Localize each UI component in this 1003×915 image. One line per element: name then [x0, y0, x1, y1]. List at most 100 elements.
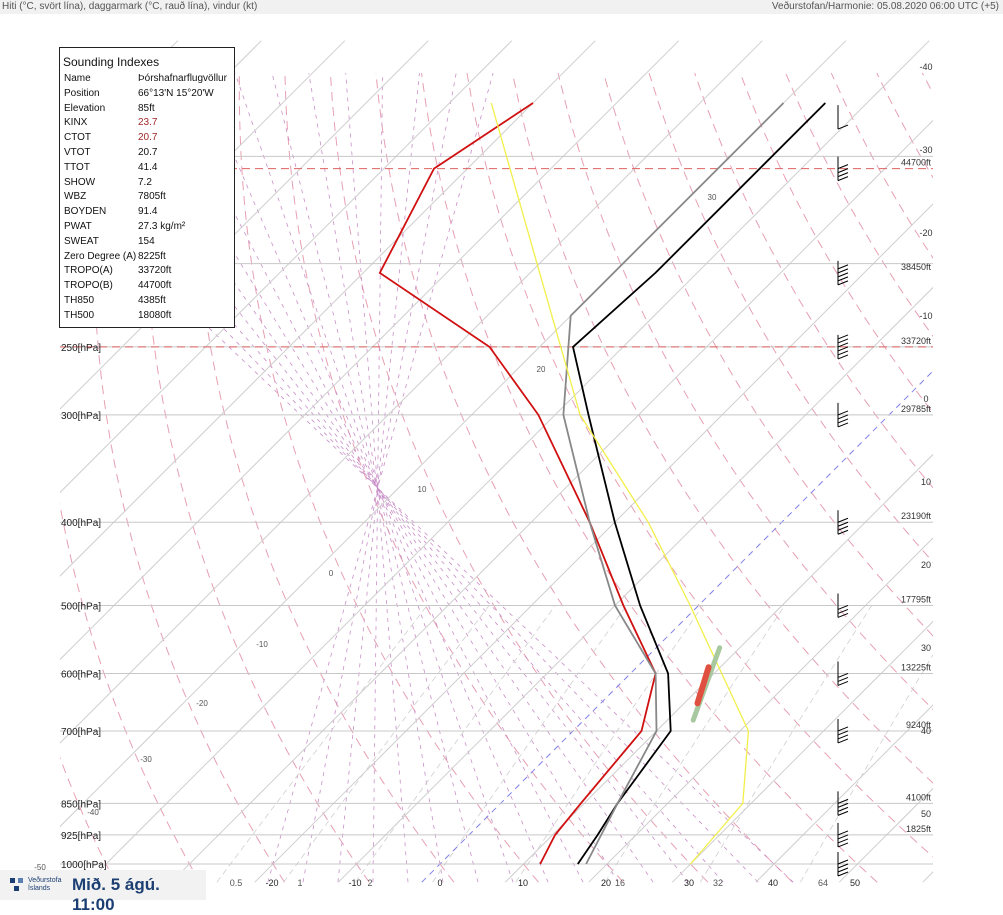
- barb-flag: [838, 835, 848, 839]
- moist-adiabat: [373, 73, 383, 882]
- mixing-ratio-label: 16: [615, 878, 625, 888]
- index-key: TH850: [64, 295, 94, 306]
- index-row: Zero Degree (A)8225ft: [64, 251, 234, 265]
- barb-flag: [838, 343, 848, 347]
- isotherm: [756, 41, 1003, 883]
- barb-flag: [838, 831, 848, 835]
- height-label: 13225ft: [901, 662, 932, 672]
- index-row: Name Þórshafnarflugvöllur: [64, 73, 234, 87]
- barb-flag: [838, 335, 848, 339]
- x-tick-label: -20: [265, 878, 278, 888]
- index-key: TROPO(B): [64, 280, 113, 291]
- right-axis-label: 0: [923, 394, 928, 404]
- height-label: 29785ft: [901, 404, 932, 414]
- barb-flag: [838, 355, 848, 359]
- index-key: KINX: [64, 117, 87, 128]
- wind-barb: [838, 261, 848, 285]
- index-key: SHOW: [64, 177, 95, 188]
- right-axis-label: 20: [921, 560, 931, 570]
- dry-adiabat: [740, 73, 1003, 882]
- barb-flag: [838, 339, 848, 343]
- barb-flag: [838, 522, 848, 526]
- isotherm: [589, 41, 1003, 883]
- barb-flag: [838, 803, 848, 807]
- index-value: 4385ft: [138, 295, 166, 306]
- height-label: 23190ft: [901, 511, 932, 521]
- index-value: 66°13'N 15°20'W: [138, 88, 214, 99]
- barb-flag: [838, 423, 848, 427]
- x-tick-label: 40: [768, 878, 778, 888]
- moist-adiabat: [171, 73, 618, 882]
- index-value: 20.7: [138, 147, 157, 158]
- pressure-label: 400[hPa]: [61, 518, 101, 529]
- barb-flag: [838, 673, 848, 677]
- index-key: SWEAT: [64, 236, 99, 247]
- index-value: 85ft: [138, 103, 155, 114]
- index-value: Þórshafnarflugvöllur: [138, 73, 227, 84]
- barb-flag: [838, 677, 848, 681]
- footer-bar: Veðurstofa Íslands Mið. 5 ágú. 11:00: [0, 870, 206, 900]
- right-axis-label: -10: [919, 311, 932, 321]
- barb-flag: [838, 868, 848, 872]
- mixing-ratio-line: [284, 606, 489, 883]
- temperature-line: [573, 103, 825, 864]
- indexes-title: Sounding Indexes: [63, 55, 159, 69]
- height-label: 17795ft: [901, 594, 932, 604]
- sounding-indexes-panel: Sounding Indexes Name Þórshafnarflugvöllu…: [59, 47, 235, 328]
- index-key: Name: [64, 73, 91, 84]
- barb-flag: [838, 169, 848, 173]
- index-row: TROPO(B)44700ft: [64, 280, 234, 294]
- index-value: 41.4: [138, 162, 157, 173]
- isopleth-label: 20: [537, 365, 546, 374]
- barb-flag: [838, 518, 848, 522]
- dry-adiabat: [877, 73, 1003, 882]
- dry-adiabat: [968, 73, 1003, 882]
- index-value: 20.7: [138, 132, 157, 143]
- right-axis-label: 40: [921, 726, 931, 736]
- mixing-ratio-line: [801, 606, 963, 883]
- series-layer: [380, 103, 826, 864]
- isopleth-label: 10: [418, 485, 427, 494]
- wind-barb: [838, 105, 848, 129]
- barb-flag: [838, 419, 848, 423]
- dry-adiabat: [330, 73, 708, 882]
- barb-flag: [838, 811, 848, 815]
- x-tick-label: 0: [437, 878, 442, 888]
- right-axis-label: 50: [921, 809, 931, 819]
- barb-flag: [838, 731, 848, 735]
- barb-flag: [838, 613, 848, 617]
- x-tick-label: 20: [601, 878, 611, 888]
- x-tick-label: 30: [684, 878, 694, 888]
- pressure-label: 925[hPa]: [61, 831, 101, 842]
- height-label: 1825ft: [906, 824, 932, 834]
- barb-flag: [838, 273, 848, 277]
- x-tick-label: 50: [850, 878, 860, 888]
- isopleth-label: 0: [329, 569, 334, 578]
- right-axis-label: 10: [921, 477, 931, 487]
- index-value: 23.7: [138, 117, 157, 128]
- mixing-ratio-label: 1: [297, 878, 302, 888]
- dewpoint-line: [380, 103, 656, 864]
- parcel-line: [491, 103, 748, 864]
- isopleth-label: -20: [196, 699, 208, 708]
- index-value: 7.2: [138, 177, 152, 188]
- wind-barb-layer: [838, 105, 848, 876]
- pressure-label: 500[hPa]: [61, 601, 101, 612]
- index-row: SHOW 7.2: [64, 177, 234, 191]
- index-row: KINX 23.7: [64, 117, 234, 131]
- barb-flag: [838, 735, 848, 739]
- pressure-label: 600[hPa]: [61, 669, 101, 680]
- right-axis-label: -40: [919, 62, 932, 72]
- vedurstofa-logo-icon: [10, 878, 24, 892]
- barb-flag: [838, 265, 848, 269]
- pressure-label: 250[hPa]: [61, 343, 101, 354]
- index-key: Zero Degree (A): [64, 251, 136, 262]
- barb-flag: [838, 605, 848, 609]
- index-key: PWAT: [64, 221, 92, 232]
